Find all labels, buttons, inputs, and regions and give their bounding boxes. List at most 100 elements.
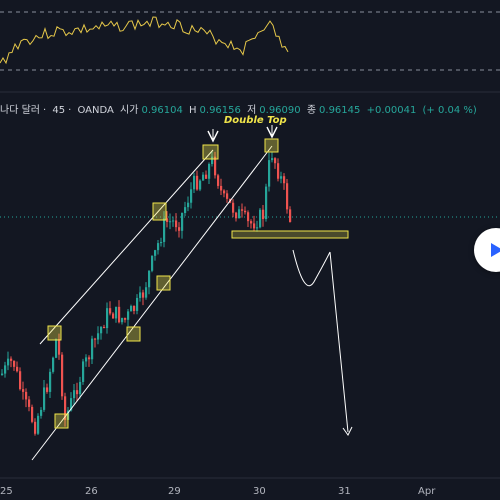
candle-body <box>130 305 133 312</box>
candle-body <box>220 185 223 191</box>
candle-body <box>22 389 25 392</box>
candle-body <box>139 292 142 298</box>
candle-body <box>61 354 64 397</box>
candle-body <box>4 365 7 374</box>
time-axis: 25 26 29 30 31 Apr <box>0 486 436 497</box>
candle-body <box>34 421 37 434</box>
candle-body <box>232 202 235 213</box>
candle-body <box>82 361 85 382</box>
candle-body <box>10 358 13 361</box>
channel-upper-line <box>39 149 214 345</box>
candle-body <box>121 318 124 323</box>
candle-body <box>250 221 253 224</box>
candle-body <box>40 409 43 416</box>
candle-body <box>109 308 112 314</box>
arrow-down-icon <box>207 130 219 143</box>
broker: OANDA <box>77 105 114 116</box>
candle-body <box>178 227 181 231</box>
candle-body <box>127 311 130 320</box>
candle-body <box>16 366 19 372</box>
candle-body <box>124 318 127 320</box>
time-tick: 30 <box>253 486 266 497</box>
candle-body <box>43 387 46 410</box>
candle-body <box>289 209 292 222</box>
candle-body <box>73 390 76 399</box>
candle-body <box>151 255 154 271</box>
candle-body <box>247 212 250 222</box>
candle-body <box>208 164 211 179</box>
candle-body <box>49 371 52 392</box>
candle-body <box>31 406 34 422</box>
candle-body <box>37 415 40 434</box>
channel-lower-line <box>31 145 273 461</box>
candle-body <box>118 306 121 323</box>
open-label: 시가 <box>120 105 139 116</box>
candle-body <box>262 209 265 220</box>
touch-box <box>264 138 279 153</box>
close-label: 종 <box>306 105 317 116</box>
candle-body <box>280 176 283 179</box>
candle-body <box>193 175 196 190</box>
candle-body <box>202 174 205 181</box>
candle-body <box>223 190 226 194</box>
change-value: +0.00041 <box>366 105 417 116</box>
candle-body <box>97 333 100 340</box>
candle-body <box>58 339 61 355</box>
candle-body <box>226 193 229 199</box>
candle-body <box>190 189 193 203</box>
candle-body <box>268 160 271 187</box>
candle-body <box>1 373 4 375</box>
open-value: 0.96104 <box>141 105 183 116</box>
candle-body <box>19 371 22 390</box>
candle-body <box>64 396 67 420</box>
candle-body <box>172 220 175 222</box>
close-value: 0.96145 <box>319 105 361 116</box>
touch-box <box>152 202 167 221</box>
candle-body <box>241 209 244 211</box>
projection-arrow-icon <box>342 426 353 436</box>
candle-body <box>154 250 157 256</box>
symbol-legend: 나다 달러 · 45 · OANDA 시가 0.96104 H 0.96156 저 0.9… <box>0 105 477 116</box>
oscillator-line <box>0 16 289 65</box>
candle-body <box>166 218 169 222</box>
candle-body <box>283 176 286 184</box>
candle-body <box>205 174 208 179</box>
candle-body <box>136 297 139 311</box>
candle-body <box>88 357 91 360</box>
change-percent: (+ 0.04 %) <box>422 105 477 116</box>
touch-box <box>156 275 171 291</box>
candle-body <box>238 209 241 219</box>
candle-body <box>13 360 16 367</box>
touch-box <box>126 326 141 342</box>
candle-body <box>115 306 118 319</box>
candle-body <box>211 156 214 165</box>
candle-body <box>259 209 262 228</box>
interval[interactable]: 45 <box>52 105 66 116</box>
candle-body <box>163 218 166 242</box>
candle-body <box>160 241 163 244</box>
candle-body <box>25 391 28 400</box>
candle-body <box>199 180 202 190</box>
candle-body <box>184 207 187 213</box>
candle-body <box>79 381 82 395</box>
candle-body <box>214 156 217 176</box>
candle-body <box>175 220 178 228</box>
oscillator-pane <box>0 11 500 93</box>
candle-body <box>253 223 256 229</box>
channel <box>31 145 273 461</box>
candle-body <box>112 313 115 319</box>
neckline-box <box>231 230 349 239</box>
touch-box <box>54 413 69 429</box>
candle-body <box>91 338 94 360</box>
candle-body <box>76 390 79 395</box>
candle-body <box>142 292 145 298</box>
symbol-name[interactable]: 나다 달러 <box>0 105 40 116</box>
candle-body <box>133 305 136 311</box>
candle-body <box>106 308 109 329</box>
candle-body <box>286 183 289 210</box>
candle-body <box>94 338 97 340</box>
projection-path <box>292 249 349 433</box>
low-value: 0.96090 <box>259 105 301 116</box>
high-value: 0.96156 <box>199 105 241 116</box>
